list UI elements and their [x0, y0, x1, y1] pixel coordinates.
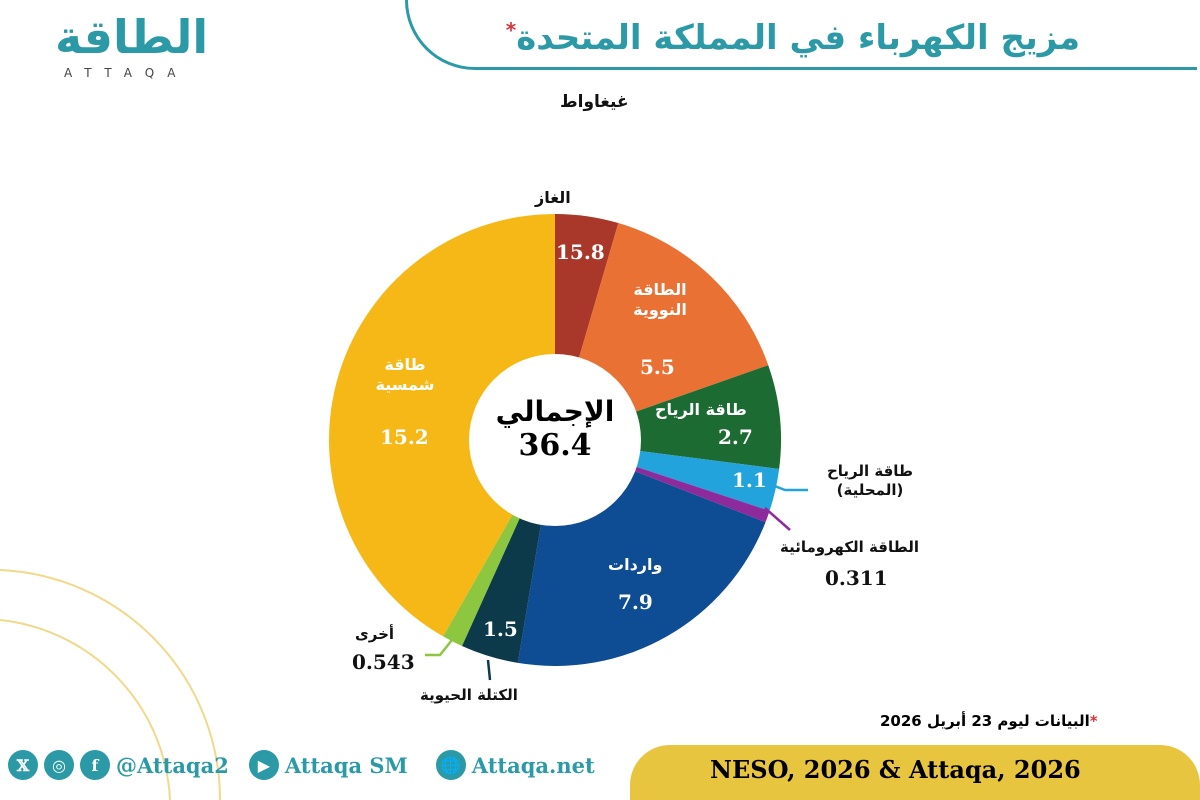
- youtube-channel[interactable]: Attaqa SM: [284, 752, 408, 778]
- label-biomass: الكتلة الحيوية: [420, 686, 518, 704]
- leader-line-4: [764, 507, 791, 531]
- value-other: 0.543: [352, 650, 415, 674]
- value-solar: 15.2: [380, 425, 429, 449]
- center-total: الإجمالي 36.4: [470, 395, 640, 463]
- label-wind: طاقة الرياح: [655, 400, 747, 419]
- globe-icon[interactable]: 🌐: [435, 750, 466, 780]
- label-gas: الغاز: [535, 188, 571, 207]
- social-handle[interactable]: @Attaqa2: [116, 752, 229, 778]
- value-gas: 15.8: [556, 240, 605, 264]
- value-biomass: 1.5: [483, 617, 518, 641]
- page-title: مزيج الكهرباء في المملكة المتحدة*: [506, 18, 1080, 58]
- decorative-arc-line: [0, 619, 171, 800]
- logo-latin: ATTAQA: [64, 66, 189, 80]
- label-imports: واردات: [608, 555, 663, 574]
- title-text: مزيج الكهرباء في المملكة المتحدة: [516, 18, 1080, 58]
- social-links: 𝕏 ◎ f @Attaqa2 ▶ Attaqa SM 🌐 Attaqa.net: [8, 750, 595, 780]
- note-text: البيانات ليوم 23 أبريل 2026: [880, 712, 1090, 730]
- facebook-icon[interactable]: f: [80, 750, 110, 780]
- leader-line-6: [486, 659, 492, 681]
- x-icon[interactable]: 𝕏: [8, 750, 38, 780]
- instagram-icon[interactable]: ◎: [44, 750, 74, 780]
- title-mark: *: [505, 18, 517, 42]
- unit-label: غيغاواط: [560, 92, 629, 112]
- leader-line-7: [425, 639, 453, 657]
- data-date-note: *البيانات ليوم 23 أبريل 2026: [880, 712, 1098, 730]
- value-imports: 7.9: [618, 590, 653, 614]
- label-other: أخرى: [355, 625, 395, 643]
- website-link[interactable]: Attaqa.net: [471, 752, 595, 778]
- value-hydro: 0.311: [825, 566, 888, 590]
- value-local-wind: 1.1: [732, 468, 767, 492]
- value-wind: 2.7: [718, 425, 753, 449]
- value-nuclear: 5.5: [640, 355, 675, 379]
- logo: الطاقة ATTAQA: [50, 10, 280, 80]
- total-value: 36.4: [518, 428, 592, 463]
- label-solar: طاقة شمسية: [375, 355, 435, 394]
- note-mark: *: [1089, 712, 1098, 730]
- total-label: الإجمالي: [495, 395, 615, 428]
- source-banner: NESO, 2026 & Attaqa, 2026: [630, 745, 1200, 800]
- label-nuclear: الطاقة النووية: [633, 280, 687, 319]
- leader-line-3: [771, 483, 808, 492]
- youtube-icon[interactable]: ▶: [248, 750, 279, 780]
- decorative-arc-line: [0, 569, 222, 800]
- slice-8: [329, 214, 555, 637]
- decorative-arc: [0, 569, 222, 800]
- label-local-wind: طاقة الرياح (المحلية): [826, 462, 914, 499]
- source-text: NESO, 2026 & Attaqa, 2026: [710, 755, 1081, 784]
- donut-hole: [469, 354, 641, 526]
- logo-arabic: الطاقة: [55, 10, 209, 64]
- label-hydro: الطاقة الكهرومائية: [780, 538, 919, 556]
